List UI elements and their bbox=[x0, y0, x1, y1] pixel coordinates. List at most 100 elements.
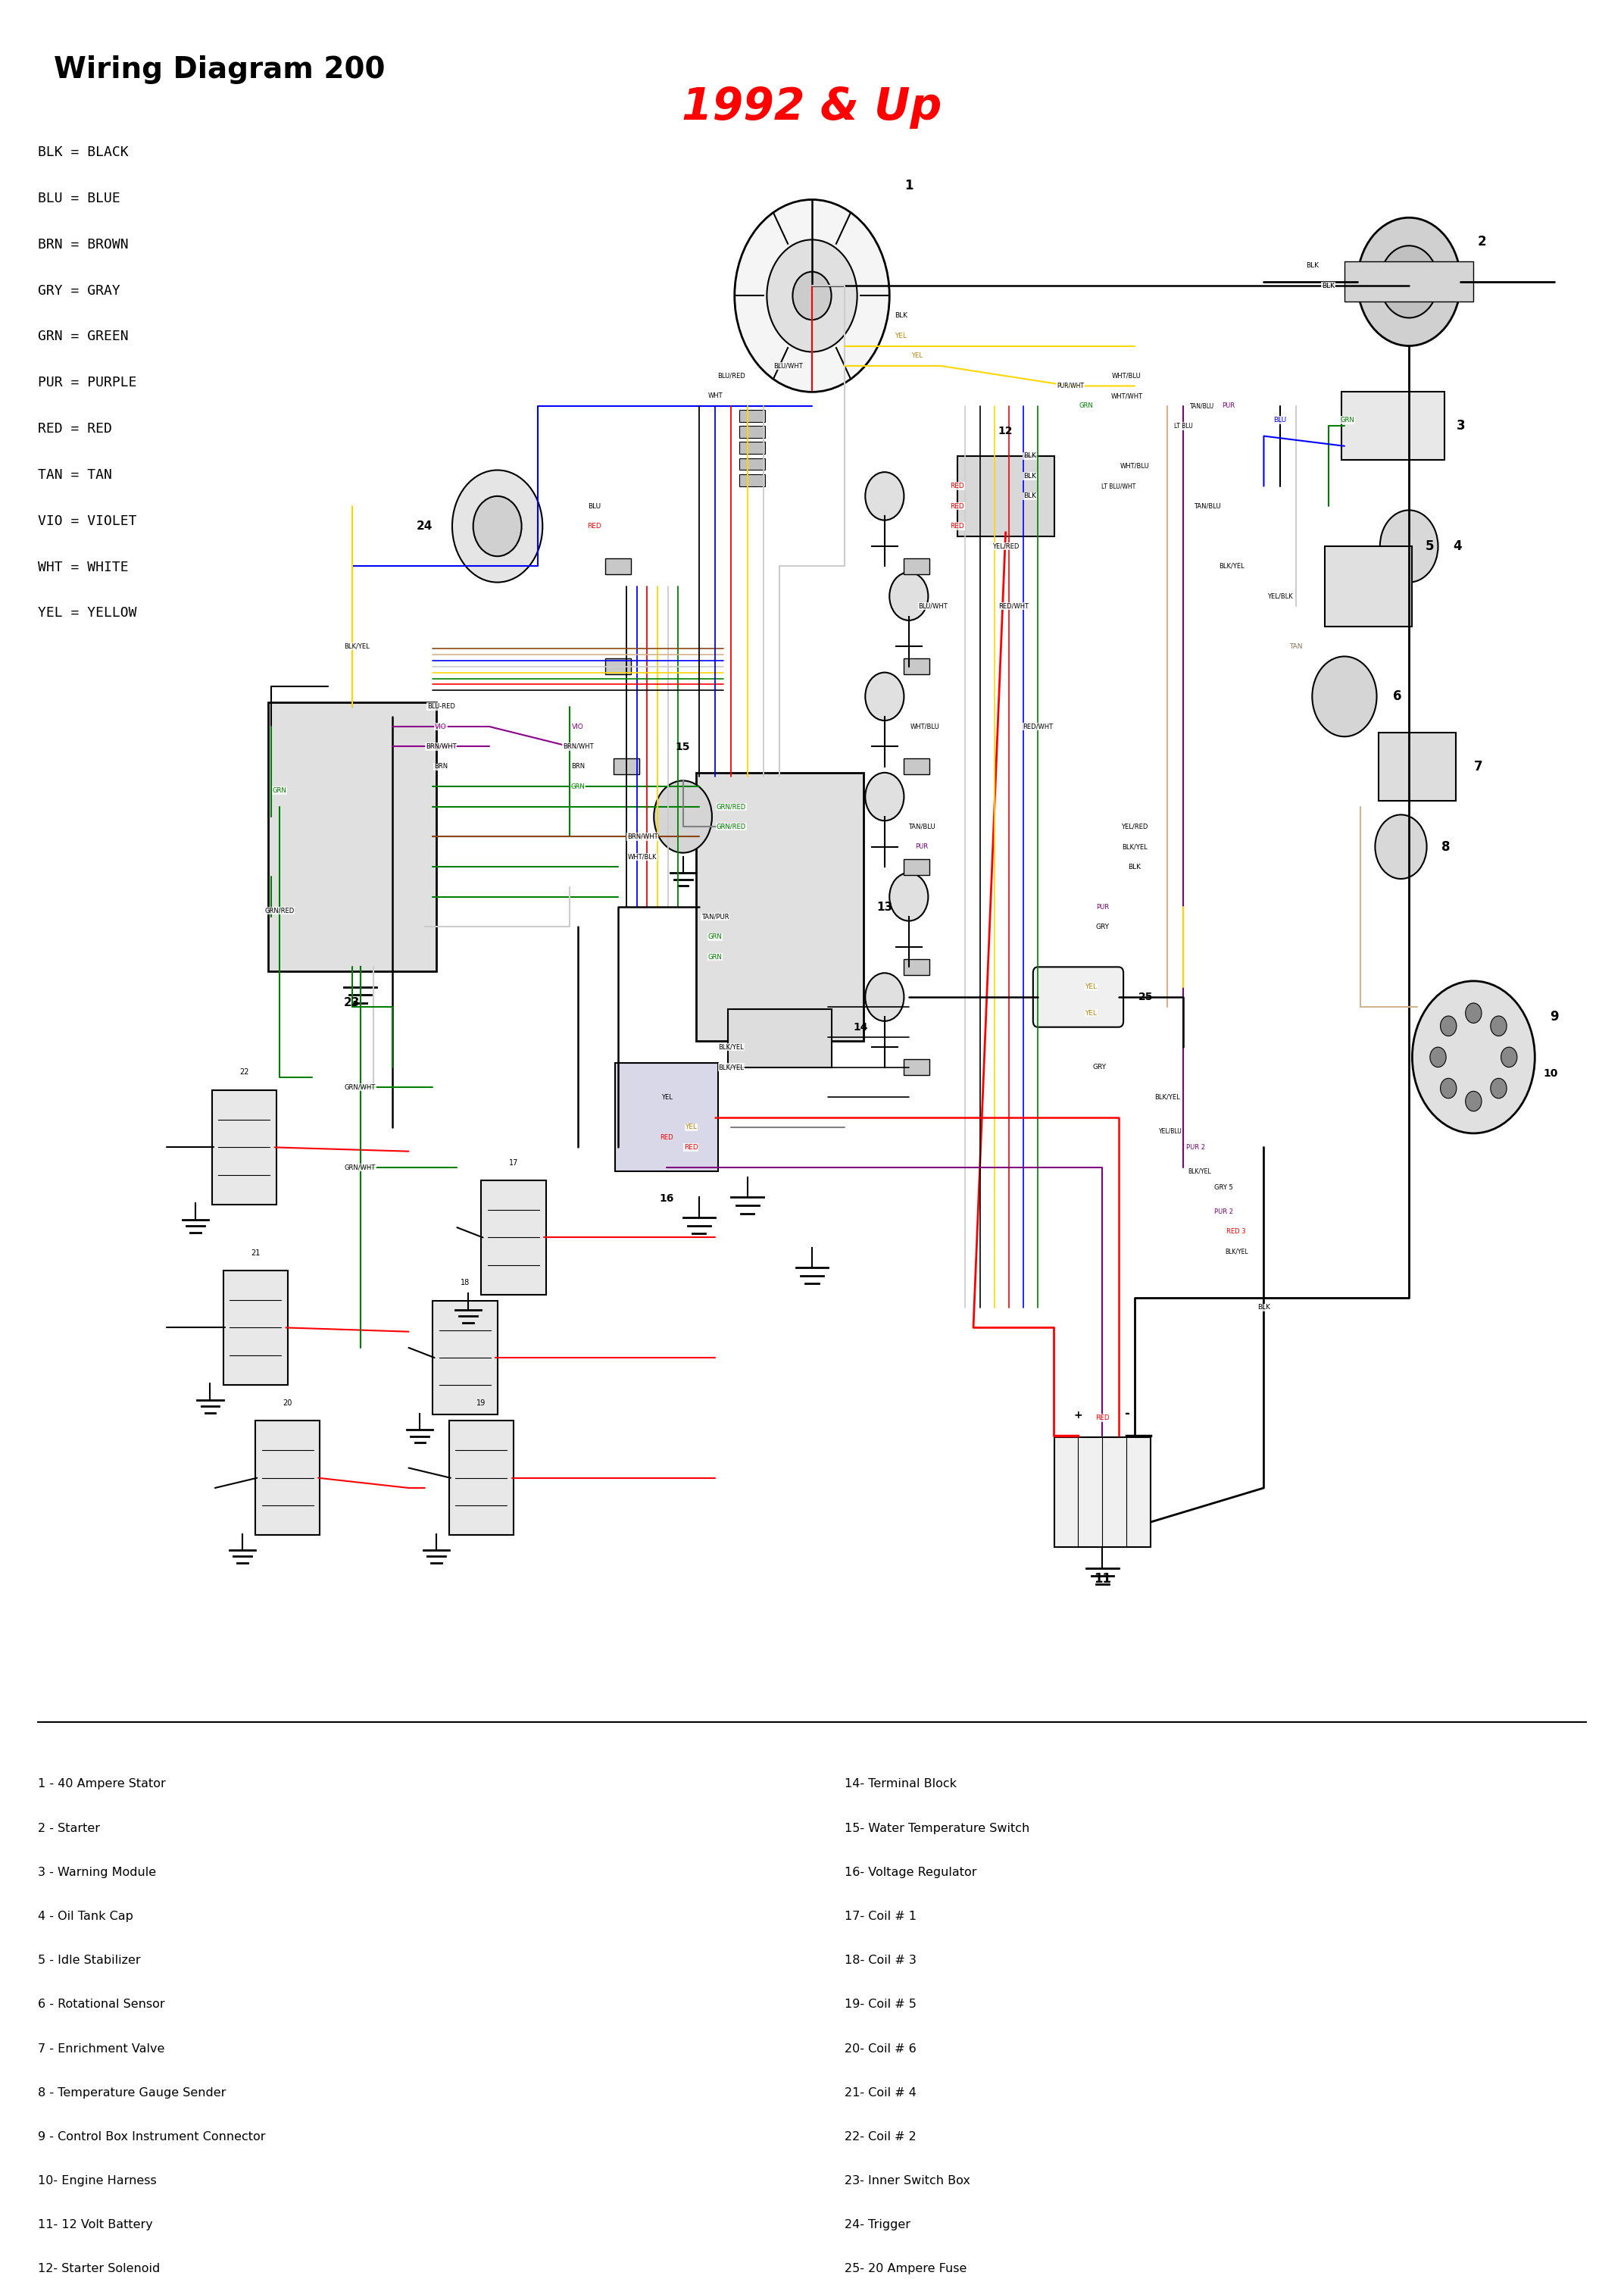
Circle shape bbox=[1465, 1002, 1481, 1023]
Text: 16: 16 bbox=[659, 1194, 674, 1203]
Text: 18: 18 bbox=[461, 1279, 469, 1286]
Text: GRN: GRN bbox=[1080, 403, 1093, 410]
Text: 20- Coil # 6: 20- Coil # 6 bbox=[844, 2043, 916, 2055]
Text: 10- Engine Harness: 10- Engine Harness bbox=[37, 2176, 156, 2187]
Text: VIO: VIO bbox=[572, 723, 585, 730]
Text: YEL: YEL bbox=[1085, 1009, 1098, 1016]
Text: 12- Starter Solenoid: 12- Starter Solenoid bbox=[37, 2263, 159, 2274]
Text: 25: 25 bbox=[1138, 991, 1153, 1002]
Circle shape bbox=[1312, 657, 1377, 737]
Text: 5: 5 bbox=[1426, 540, 1434, 554]
Text: 1 - 40 Ampere Stator: 1 - 40 Ampere Stator bbox=[37, 1778, 166, 1789]
Text: GRN = GREEN: GRN = GREEN bbox=[37, 329, 128, 343]
Text: BLK: BLK bbox=[1129, 863, 1142, 869]
Text: 12: 12 bbox=[999, 426, 1013, 437]
Text: LT BLU: LT BLU bbox=[1174, 423, 1192, 430]
Text: 1: 1 bbox=[905, 178, 913, 192]
Text: BRN/WHT: BRN/WHT bbox=[627, 833, 658, 840]
Bar bbox=[739, 426, 765, 437]
Circle shape bbox=[1465, 1091, 1481, 1112]
Text: BLK/YEL: BLK/YEL bbox=[1187, 1167, 1212, 1174]
Text: YEL: YEL bbox=[661, 1094, 672, 1101]
Text: RED/WHT: RED/WHT bbox=[1023, 723, 1052, 730]
Text: 15- Water Temperature Switch: 15- Water Temperature Switch bbox=[844, 1824, 1030, 1835]
Bar bbox=[905, 659, 931, 675]
Text: 14: 14 bbox=[853, 1023, 867, 1032]
Text: YEL: YEL bbox=[895, 332, 906, 339]
Circle shape bbox=[734, 199, 890, 391]
Text: WHT/BLU: WHT/BLU bbox=[1121, 462, 1150, 469]
Circle shape bbox=[1413, 982, 1535, 1133]
Bar bbox=[606, 659, 632, 675]
Bar bbox=[905, 858, 931, 874]
Text: RED: RED bbox=[659, 1135, 674, 1142]
Text: YEL/BLU: YEL/BLU bbox=[1158, 1128, 1182, 1135]
Text: 9: 9 bbox=[1549, 1011, 1559, 1025]
Text: BLU: BLU bbox=[1273, 416, 1286, 423]
Bar bbox=[905, 760, 931, 776]
Bar bbox=[905, 1059, 931, 1075]
Text: 4: 4 bbox=[1453, 540, 1462, 554]
Text: 7: 7 bbox=[1475, 760, 1483, 773]
Text: 11: 11 bbox=[1093, 1572, 1111, 1586]
Circle shape bbox=[451, 469, 542, 583]
FancyBboxPatch shape bbox=[211, 1089, 276, 1203]
FancyBboxPatch shape bbox=[1341, 391, 1444, 460]
Text: GRN/RED: GRN/RED bbox=[716, 824, 745, 831]
Text: PUR 2: PUR 2 bbox=[1215, 1208, 1233, 1215]
Text: 8 - Temperature Gauge Sender: 8 - Temperature Gauge Sender bbox=[37, 2087, 226, 2098]
Bar bbox=[739, 442, 765, 453]
Text: 25- 20 Ampere Fuse: 25- 20 Ampere Fuse bbox=[844, 2263, 966, 2274]
Text: YEL = YELLOW: YEL = YELLOW bbox=[37, 606, 136, 620]
Circle shape bbox=[1440, 1078, 1457, 1098]
Circle shape bbox=[890, 572, 929, 620]
Text: 21- Coil # 4: 21- Coil # 4 bbox=[844, 2087, 916, 2098]
FancyBboxPatch shape bbox=[1379, 732, 1455, 801]
FancyBboxPatch shape bbox=[268, 702, 437, 970]
Text: 23: 23 bbox=[344, 998, 361, 1009]
FancyBboxPatch shape bbox=[434, 1300, 497, 1414]
Bar bbox=[739, 474, 765, 485]
Text: BLU-RED: BLU-RED bbox=[427, 702, 455, 709]
Circle shape bbox=[654, 780, 711, 853]
Text: RED: RED bbox=[684, 1144, 698, 1151]
Text: WHT/BLK: WHT/BLK bbox=[628, 853, 658, 860]
Text: LT BLU/WHT: LT BLU/WHT bbox=[1101, 483, 1135, 490]
Text: BRN = BROWN: BRN = BROWN bbox=[37, 238, 128, 252]
Text: RED: RED bbox=[588, 522, 601, 529]
Bar bbox=[1345, 261, 1473, 302]
Circle shape bbox=[866, 972, 905, 1020]
Text: 6 - Rotational Sensor: 6 - Rotational Sensor bbox=[37, 2000, 164, 2011]
Circle shape bbox=[1358, 217, 1460, 345]
Text: 7 - Enrichment Valve: 7 - Enrichment Valve bbox=[37, 2043, 164, 2055]
FancyBboxPatch shape bbox=[615, 1064, 718, 1171]
Text: YEL: YEL bbox=[911, 352, 922, 359]
Text: TAN/BLU: TAN/BLU bbox=[1194, 503, 1221, 510]
Circle shape bbox=[793, 272, 831, 320]
Text: WHT/BLU: WHT/BLU bbox=[911, 723, 940, 730]
Text: RED: RED bbox=[950, 483, 965, 490]
Text: 14- Terminal Block: 14- Terminal Block bbox=[844, 1778, 957, 1789]
Text: 8: 8 bbox=[1442, 840, 1450, 853]
Text: GRN: GRN bbox=[572, 782, 585, 789]
Text: TAN: TAN bbox=[1289, 643, 1302, 650]
Text: WHT: WHT bbox=[708, 394, 723, 400]
Text: BLK/YEL: BLK/YEL bbox=[1155, 1094, 1179, 1101]
Text: WHT/BLU: WHT/BLU bbox=[1112, 373, 1142, 380]
Text: BLK/YEL: BLK/YEL bbox=[1122, 844, 1148, 851]
Text: -: - bbox=[1124, 1407, 1129, 1421]
Text: PUR: PUR bbox=[1221, 403, 1234, 410]
Bar bbox=[614, 760, 640, 776]
Text: BRN/WHT: BRN/WHT bbox=[425, 744, 456, 750]
Text: 23- Inner Switch Box: 23- Inner Switch Box bbox=[844, 2176, 970, 2187]
Text: 13: 13 bbox=[877, 901, 893, 913]
Text: GRN: GRN bbox=[708, 954, 723, 961]
Circle shape bbox=[1380, 245, 1437, 318]
Circle shape bbox=[1376, 815, 1427, 879]
Text: BLK: BLK bbox=[1023, 492, 1036, 499]
Text: GRN: GRN bbox=[1340, 416, 1354, 423]
Text: TAN/BLU: TAN/BLU bbox=[1190, 403, 1215, 410]
FancyBboxPatch shape bbox=[1033, 968, 1124, 1027]
Text: 18- Coil # 3: 18- Coil # 3 bbox=[844, 1954, 916, 1965]
Text: PUR 2: PUR 2 bbox=[1187, 1144, 1205, 1151]
